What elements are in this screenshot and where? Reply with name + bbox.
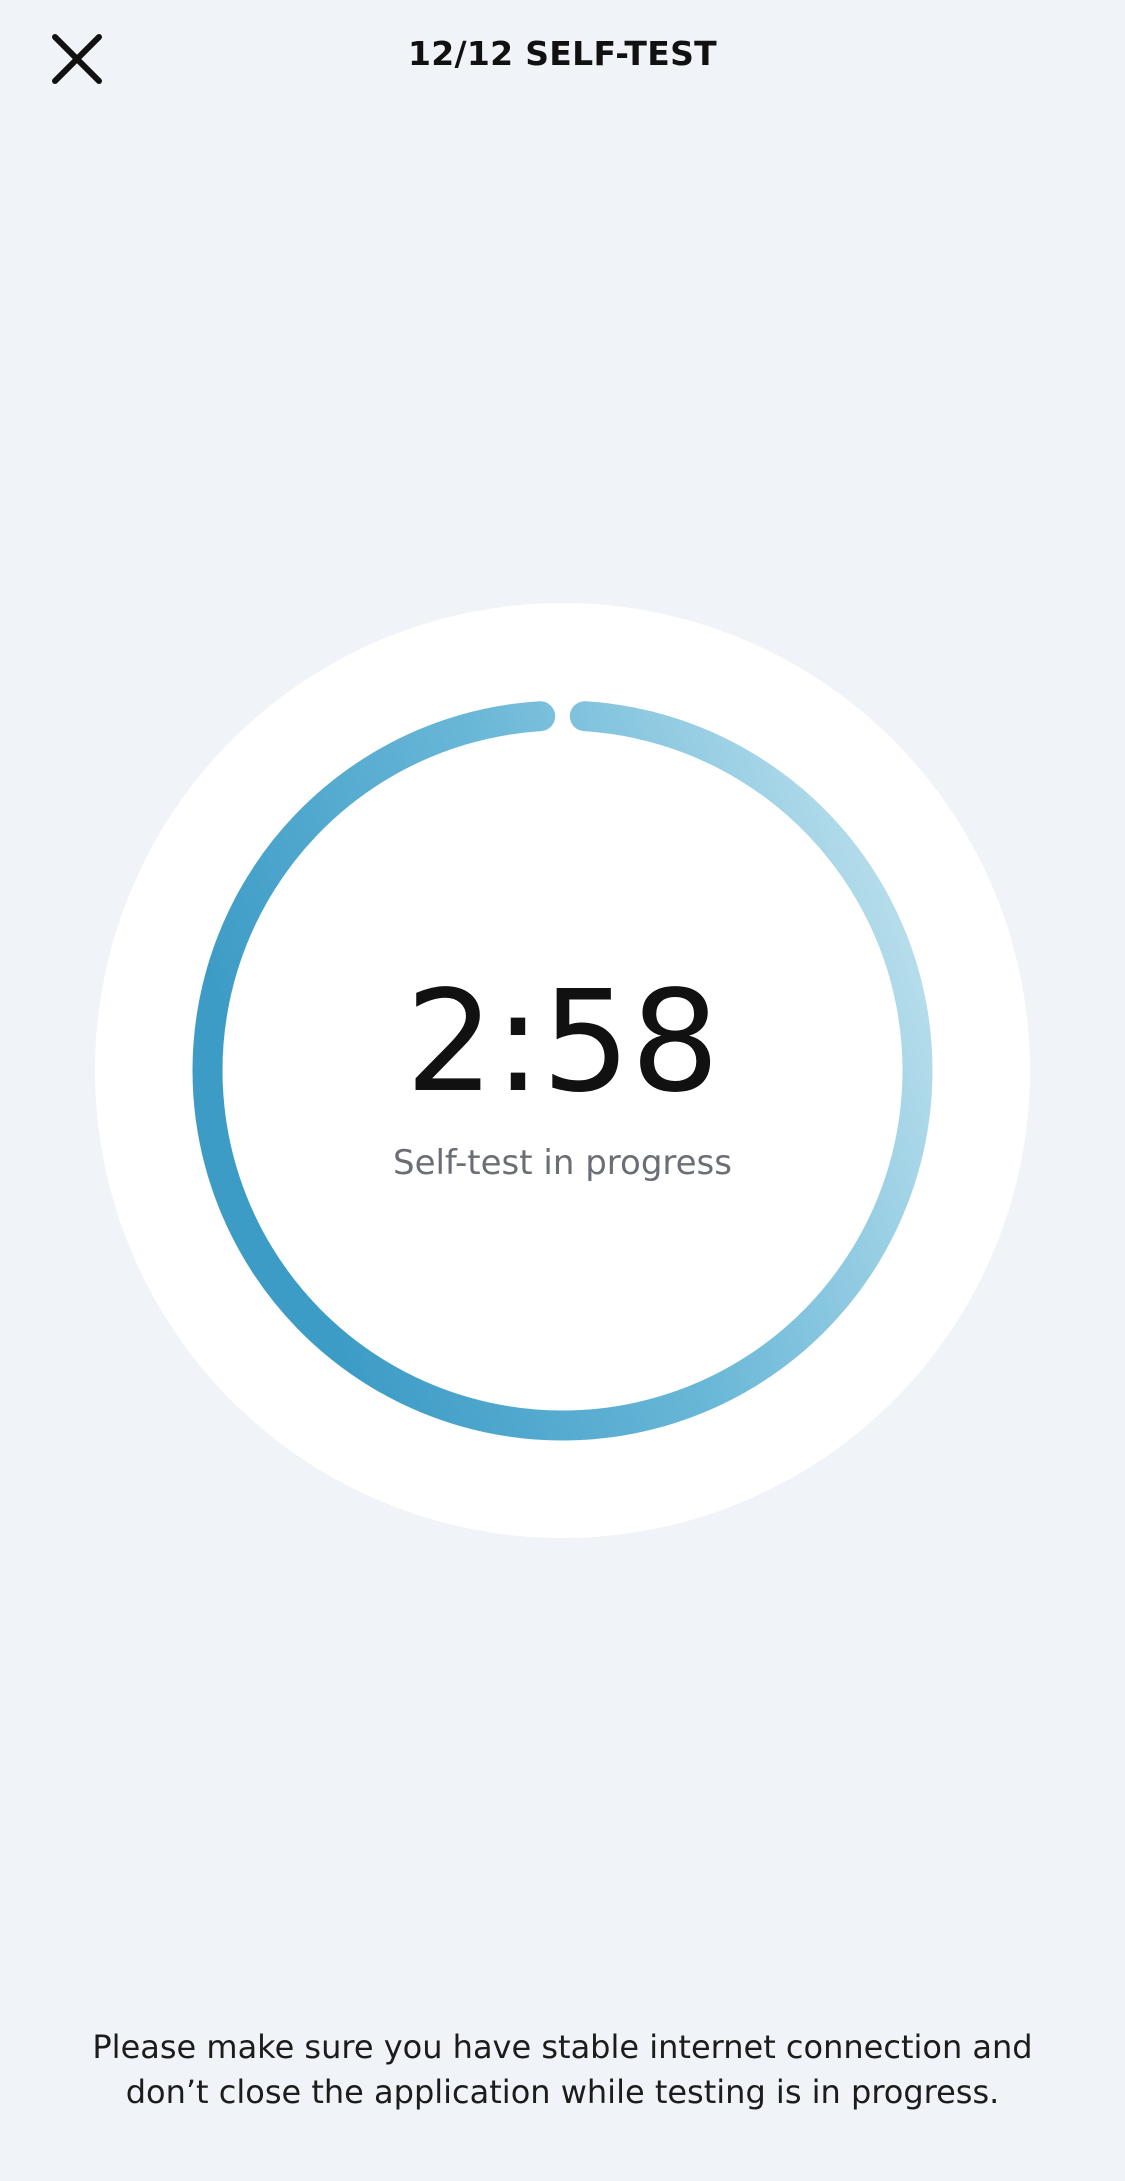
progress-card: 2:58 Self-test in progress xyxy=(95,603,1030,1538)
progress-ring xyxy=(192,701,933,1441)
close-button[interactable] xyxy=(42,24,112,94)
close-icon xyxy=(52,34,102,84)
connection-notice: Please make sure you have stable interne… xyxy=(92,2028,1033,2111)
countdown-timer: 2:58 xyxy=(405,961,720,1124)
status-text: Self-test in progress xyxy=(392,1143,732,1183)
header: 12/12 SELF-TEST xyxy=(0,0,1125,120)
progress-arc xyxy=(192,701,933,1441)
page-title: 12/12 SELF-TEST xyxy=(408,34,717,73)
